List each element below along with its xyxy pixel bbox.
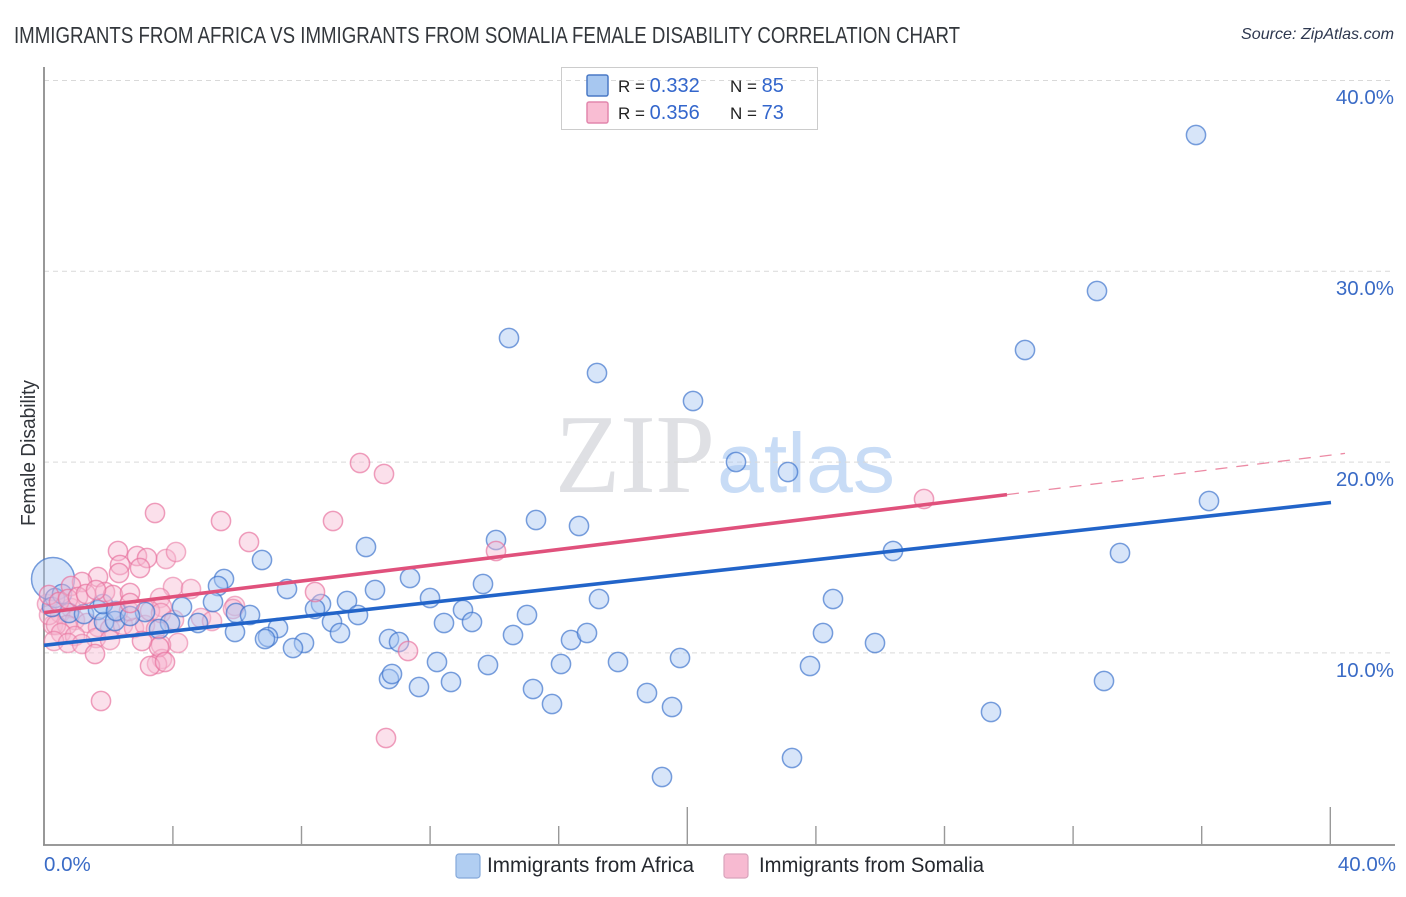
svg-text:Immigrants from Somalia: Immigrants from Somalia [759,853,984,877]
svg-text:Immigrants from Africa: Immigrants from Africa [487,853,694,877]
svg-text:N = 73: N = 73 [730,102,784,124]
svg-text:R = 0.332: R = 0.332 [618,75,700,97]
svg-text:0.0%: 0.0% [44,853,91,876]
svg-text:Female Disability: Female Disability [18,380,40,526]
svg-text:IMMIGRANTS FROM AFRICA VS IMMI: IMMIGRANTS FROM AFRICA VS IMMIGRANTS FRO… [14,22,960,48]
svg-text:40.0%: 40.0% [1338,853,1396,876]
svg-text:ZIP: ZIP [555,393,715,517]
svg-text:atlas: atlas [717,416,895,510]
svg-text:40.0%: 40.0% [1336,86,1394,109]
svg-text:R = 0.356: R = 0.356 [618,102,700,124]
svg-text:20.0%: 20.0% [1336,468,1394,491]
svg-text:10.0%: 10.0% [1336,659,1394,682]
svg-text:N = 85: N = 85 [730,75,784,97]
svg-text:30.0%: 30.0% [1336,277,1394,300]
svg-text:Source: ZipAtlas.com: Source: ZipAtlas.com [1241,26,1394,43]
